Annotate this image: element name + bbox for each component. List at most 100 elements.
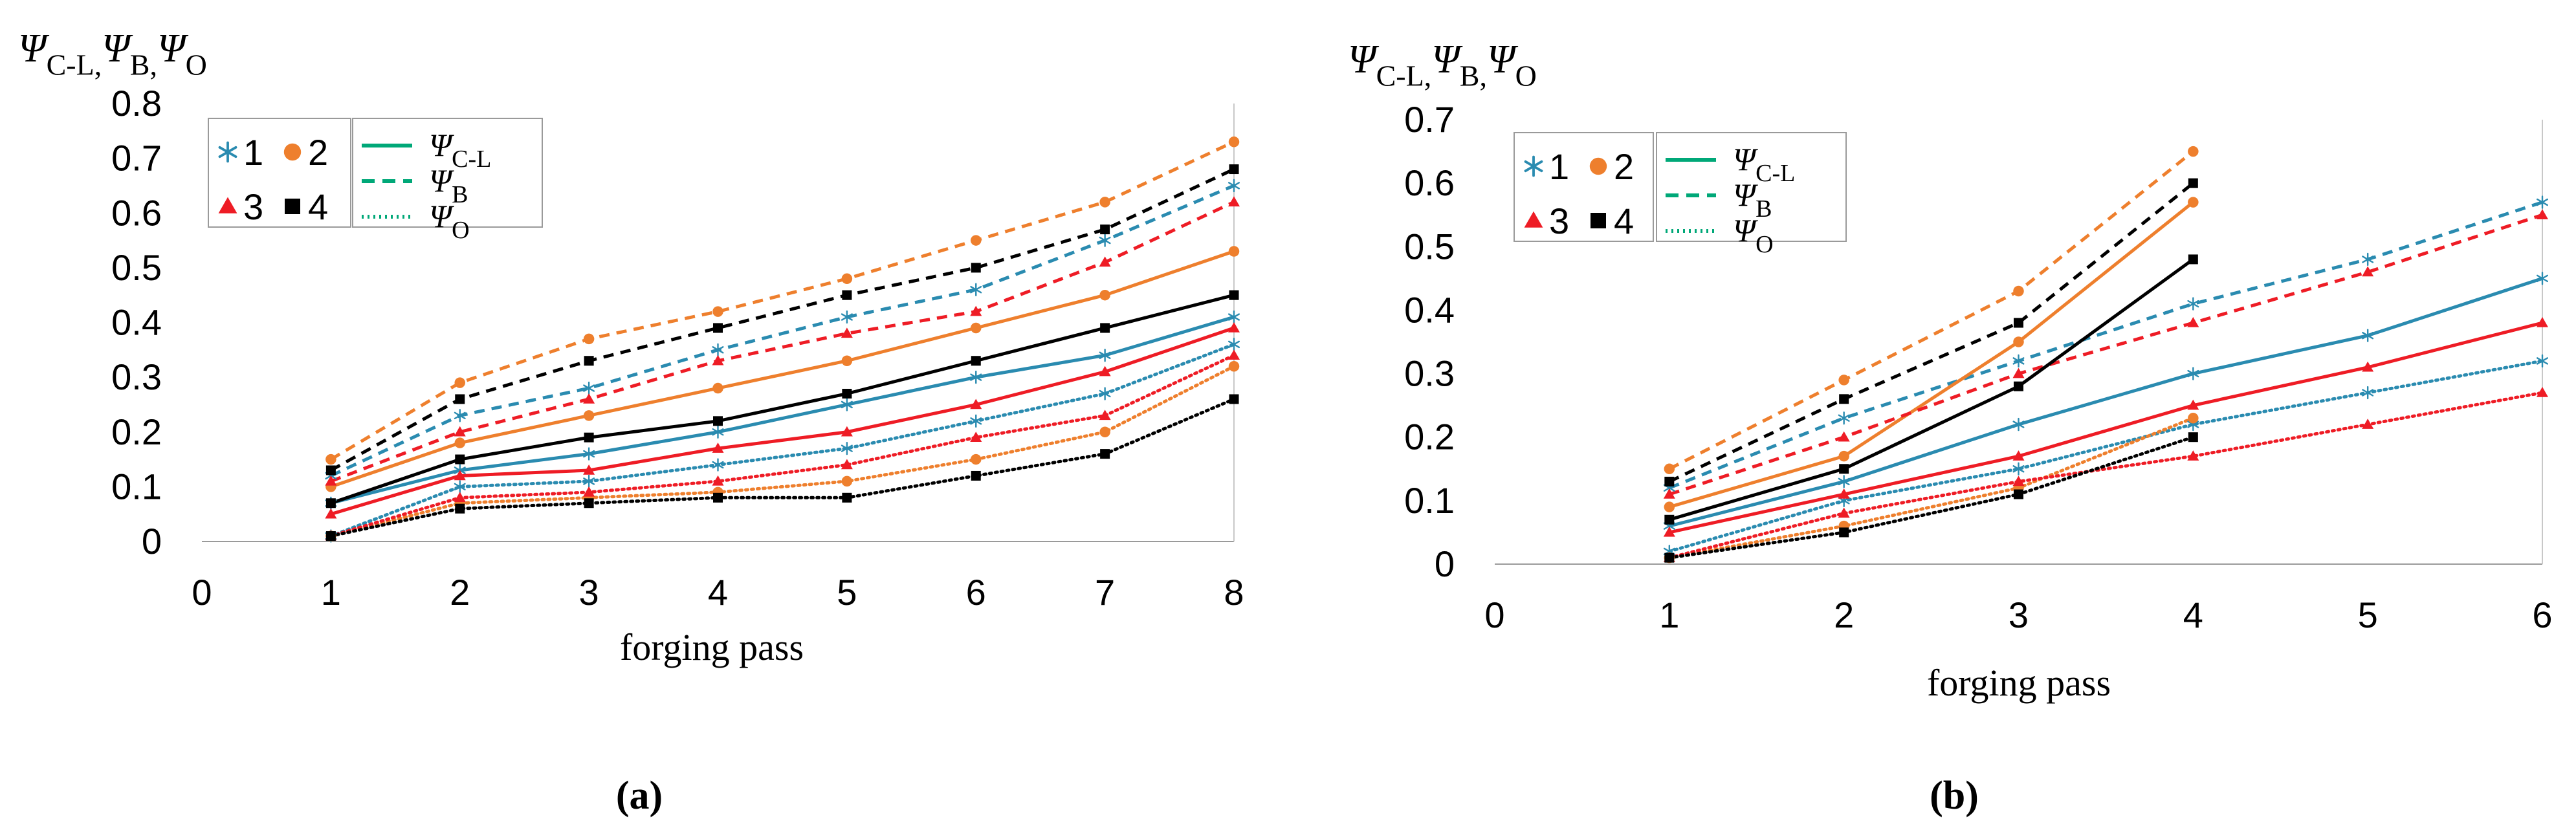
x-axis-title: forging pass (620, 626, 804, 668)
point-3-b (1663, 488, 1675, 499)
series-line-4-o (1668, 435, 2195, 560)
title-subscript: C-L, (1376, 60, 1432, 93)
point-1-c-l-arm (2012, 420, 2025, 428)
y-tick-label: 0.4 (111, 302, 162, 343)
point-2-b (454, 377, 465, 388)
series-line-3-b (330, 201, 1235, 483)
point-4-o (1100, 449, 1110, 459)
series-line-1-o (1668, 359, 2544, 553)
point-4-o (584, 498, 594, 508)
point-4-b (971, 263, 981, 273)
x-tick-label: 2 (1834, 595, 1854, 635)
point-1-o (454, 480, 466, 494)
point-2-c-l (454, 437, 465, 448)
point-1-o (841, 441, 853, 455)
point-1-c-l-arm (1099, 351, 1111, 359)
point-3-b (1099, 256, 1111, 267)
y-tick-label: 0.1 (111, 466, 162, 507)
point-1-c-l (1099, 349, 1111, 362)
legend-label-4: 4 (308, 186, 328, 227)
point-1-c-l-arm (841, 400, 853, 409)
point-2-o (841, 475, 853, 487)
point-1-c-l (1838, 475, 1850, 488)
point-1-b (2012, 354, 2025, 368)
legend-marker-1 (1524, 155, 1543, 177)
point-1-o-arm (454, 483, 466, 491)
point-4-c-l (325, 498, 336, 508)
x-tick-label: 6 (2532, 595, 2552, 635)
legend-line-label-c-l: ΨC-L (429, 127, 491, 173)
x-tick-label: 5 (837, 572, 857, 613)
point-4-c-l (713, 416, 723, 426)
point-1-c-l (2187, 367, 2199, 380)
title-psi: Ψ (1733, 212, 1758, 248)
legend-label-2: 2 (308, 132, 328, 173)
point-1-c-l (583, 447, 595, 461)
point-3-c-l (2012, 450, 2025, 461)
point-3-b (583, 393, 595, 404)
title-subscript: B, (130, 49, 157, 82)
series-line-2-o (329, 364, 1236, 538)
x-axis-title: forging pass (1927, 662, 2111, 704)
legend-marker-2 (283, 143, 302, 161)
point-3-c-l (325, 508, 337, 519)
legend-label-4: 4 (1614, 201, 1634, 241)
title-psi: Ψ (429, 127, 454, 163)
point-2-c-l (1099, 289, 1110, 301)
point-3-b (2012, 367, 2025, 378)
point-1-o (1099, 387, 1111, 400)
legend-marker-4 (285, 199, 300, 214)
x-tick-label: 5 (2358, 595, 2378, 635)
title-psi: Ψ (1733, 177, 1758, 213)
legend-lines-box (352, 118, 543, 228)
point-1-b-arm (2537, 198, 2548, 206)
point-3-c-l (454, 470, 466, 481)
panel-label: (a) (616, 774, 663, 818)
point-2-b (2188, 146, 2199, 157)
point-3-b (454, 426, 466, 437)
point-1-b-arm (712, 346, 724, 354)
y-tick-label: 0.6 (111, 192, 162, 233)
series-line-3-b (1669, 213, 2543, 496)
point-1-b (2537, 195, 2548, 209)
point-3-c-l (2187, 399, 2199, 410)
series-line-4-b (1668, 182, 2194, 483)
title-psi: Ψ (1348, 38, 1380, 82)
point-3-b (325, 475, 337, 486)
title-psi: Ψ (1431, 38, 1463, 82)
point-3-b (2362, 266, 2374, 277)
point-1-c-l (712, 425, 724, 439)
point-3-c-l (841, 426, 853, 437)
series-line-4-c-l (1669, 257, 2194, 521)
point-1-o-arm (2537, 357, 2548, 365)
point-1-o-arm (841, 444, 853, 452)
point-3-o (2012, 475, 2025, 486)
x-tick-label: 6 (966, 572, 986, 613)
point-2-c-l (2013, 336, 2024, 347)
point-1-o-arm (1228, 340, 1240, 349)
point-4-o (1839, 527, 1849, 538)
point-4-o (2188, 432, 2198, 442)
point-4-b (2188, 178, 2198, 188)
point-2-b (325, 453, 336, 465)
point-3-o (2362, 419, 2374, 429)
point-1-b (583, 381, 595, 395)
series-line-2-c-l (1669, 201, 2194, 509)
series-line-1-b (330, 184, 1235, 477)
x-tick-label: 4 (2183, 595, 2203, 635)
point-1-b-arm (2012, 357, 2025, 365)
point-3-c-l (1838, 488, 1850, 499)
point-1-o (2537, 354, 2548, 368)
point-3-o (2537, 387, 2548, 397)
point-4-b (1664, 476, 1675, 486)
point-1-c-l (2537, 272, 2548, 285)
series-line-4-b (330, 168, 1235, 472)
point-1-o (1228, 338, 1240, 351)
legend-line-label-b: ΨB (429, 162, 468, 208)
point-3-c-l (712, 442, 724, 453)
x-tick-label: 1 (1659, 595, 1679, 635)
point-1-o (2362, 386, 2374, 400)
point-4-o (455, 503, 465, 514)
point-2-b (712, 306, 723, 317)
point-1-b (1099, 234, 1111, 247)
